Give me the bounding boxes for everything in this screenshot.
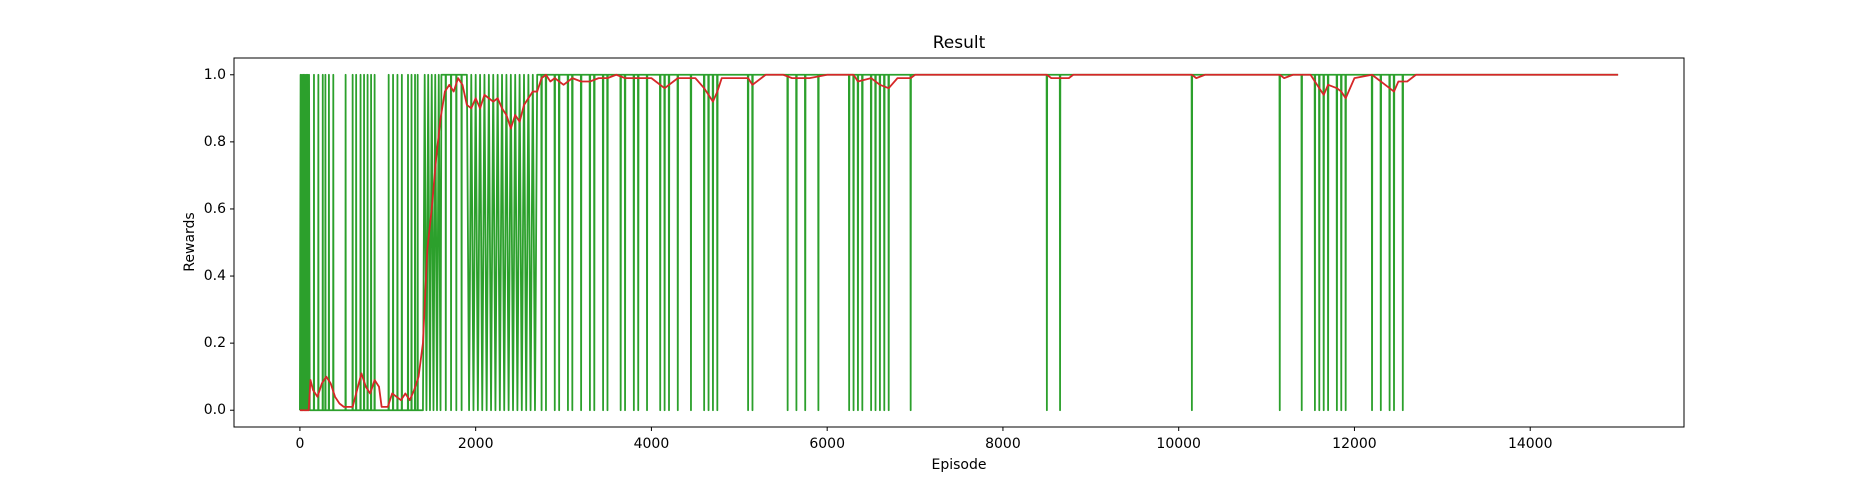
x-tick-label: 4000 — [634, 436, 670, 452]
x-tick-label: 10000 — [1156, 436, 1201, 452]
x-tick-label: 8000 — [985, 436, 1021, 452]
y-tick-label: 0.8 — [204, 134, 226, 150]
plot-frame — [233, 57, 1685, 428]
x-tick-label: 12000 — [1332, 436, 1377, 452]
y-tick-label: 0.4 — [204, 268, 226, 284]
y-tick-label: 0.6 — [204, 201, 226, 217]
chart-title: Result — [933, 33, 986, 53]
series-line — [299, 73, 1619, 412]
x-tick-label: 6000 — [809, 436, 845, 452]
x-tick-label: 0 — [295, 436, 304, 452]
x-axis-label: Episode — [932, 457, 987, 473]
y-tick-label: 0.2 — [204, 335, 226, 351]
series-line — [299, 73, 1619, 412]
y-tick-label: 1.0 — [204, 67, 226, 83]
x-tick-label: 14000 — [1508, 436, 1553, 452]
x-tick-label: 2000 — [458, 436, 494, 452]
y-axis-label: Rewards — [182, 212, 198, 271]
y-tick-label: 0.0 — [204, 402, 226, 418]
